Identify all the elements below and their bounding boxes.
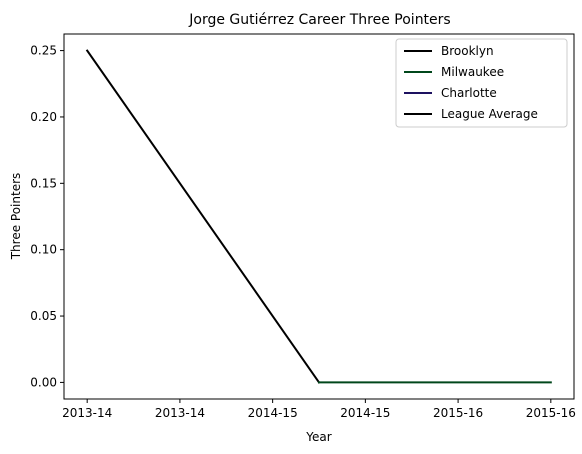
y-tick-label: 0.25 bbox=[30, 44, 57, 58]
x-axis-label: Year bbox=[305, 430, 331, 444]
series-lines bbox=[85, 49, 552, 384]
x-tick-label: 2014-15 bbox=[248, 406, 298, 420]
y-axis-label: Three Pointers bbox=[9, 173, 23, 261]
plot-frame bbox=[63, 33, 575, 400]
x-tick-label: 2013-14 bbox=[155, 406, 205, 420]
chart-title: Jorge Gutiérrez Career Three Pointers bbox=[188, 12, 450, 28]
y-axis: 0.00 0.05 0.10 0.15 0.20 0.25 bbox=[30, 44, 64, 389]
x-tick-label: 2015-16 bbox=[526, 406, 576, 420]
legend-label: Milwaukee bbox=[441, 65, 504, 79]
x-tick-label: 2014-15 bbox=[340, 406, 390, 420]
legend: Brooklyn Milwaukee Charlotte League Average bbox=[395, 38, 568, 128]
x-axis: 2013-14 2013-14 2014-15 2014-15 2015-16 2015-… bbox=[62, 399, 576, 420]
series-line-brooklyn bbox=[85, 49, 321, 384]
y-tick-label: 0.15 bbox=[30, 176, 57, 190]
legend-label: League Average bbox=[441, 107, 538, 121]
x-tick-label: 2013-14 bbox=[62, 406, 112, 420]
legend-box bbox=[395, 38, 568, 128]
y-tick-label: 0.10 bbox=[30, 243, 57, 257]
legend-label: Brooklyn bbox=[441, 44, 494, 58]
x-tick-label: 2015-16 bbox=[433, 406, 483, 420]
legend-label: Charlotte bbox=[441, 86, 497, 100]
y-tick-label: 0.00 bbox=[30, 375, 57, 389]
y-tick-label: 0.20 bbox=[30, 110, 57, 124]
y-tick-label: 0.05 bbox=[30, 309, 57, 323]
